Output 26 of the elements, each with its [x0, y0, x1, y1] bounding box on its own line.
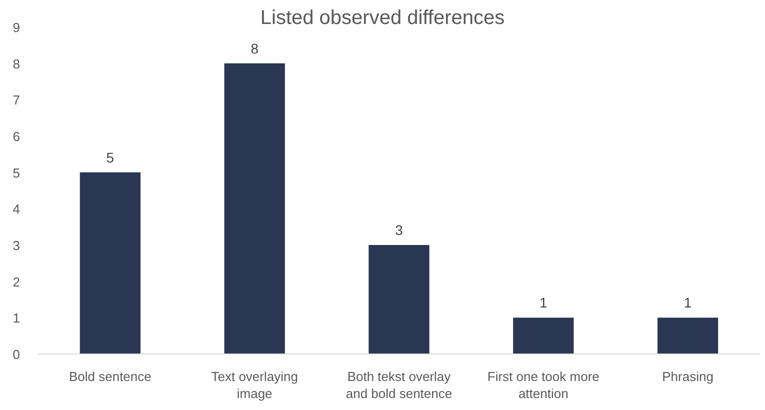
y-tick-label: 6: [12, 129, 20, 144]
y-tick-label: 3: [12, 238, 20, 253]
chart-title: Listed observed differences: [260, 7, 505, 29]
data-label: 1: [684, 294, 692, 311]
bar: [224, 63, 285, 354]
y-tick-label: 5: [12, 165, 20, 180]
data-label: 3: [395, 222, 404, 238]
y-tick-label: 9: [12, 20, 20, 35]
x-tick-label: First one took more attention: [487, 369, 600, 401]
x-tick-label: Bold sentence: [68, 369, 152, 384]
x-tick-label: Text overlaying image: [211, 369, 298, 401]
x-tick-label: Both tekst overlay and bold sentence: [346, 369, 452, 401]
bar: [513, 318, 574, 354]
bar: [657, 318, 718, 354]
y-tick-label: 2: [12, 274, 20, 290]
y-tick-label: 0: [12, 347, 20, 362]
y-tick-label: 4: [12, 202, 20, 217]
data-label: 1: [540, 294, 548, 311]
data-label: 5: [106, 149, 114, 166]
bar: [80, 172, 141, 354]
y-tick-label: 7: [12, 92, 20, 108]
data-label: 8: [250, 40, 259, 56]
y-tick-label: 1: [12, 310, 20, 326]
bar: [368, 245, 430, 354]
y-tick-label: 8: [12, 56, 20, 72]
x-tick-label: Phrasing: [662, 369, 714, 384]
